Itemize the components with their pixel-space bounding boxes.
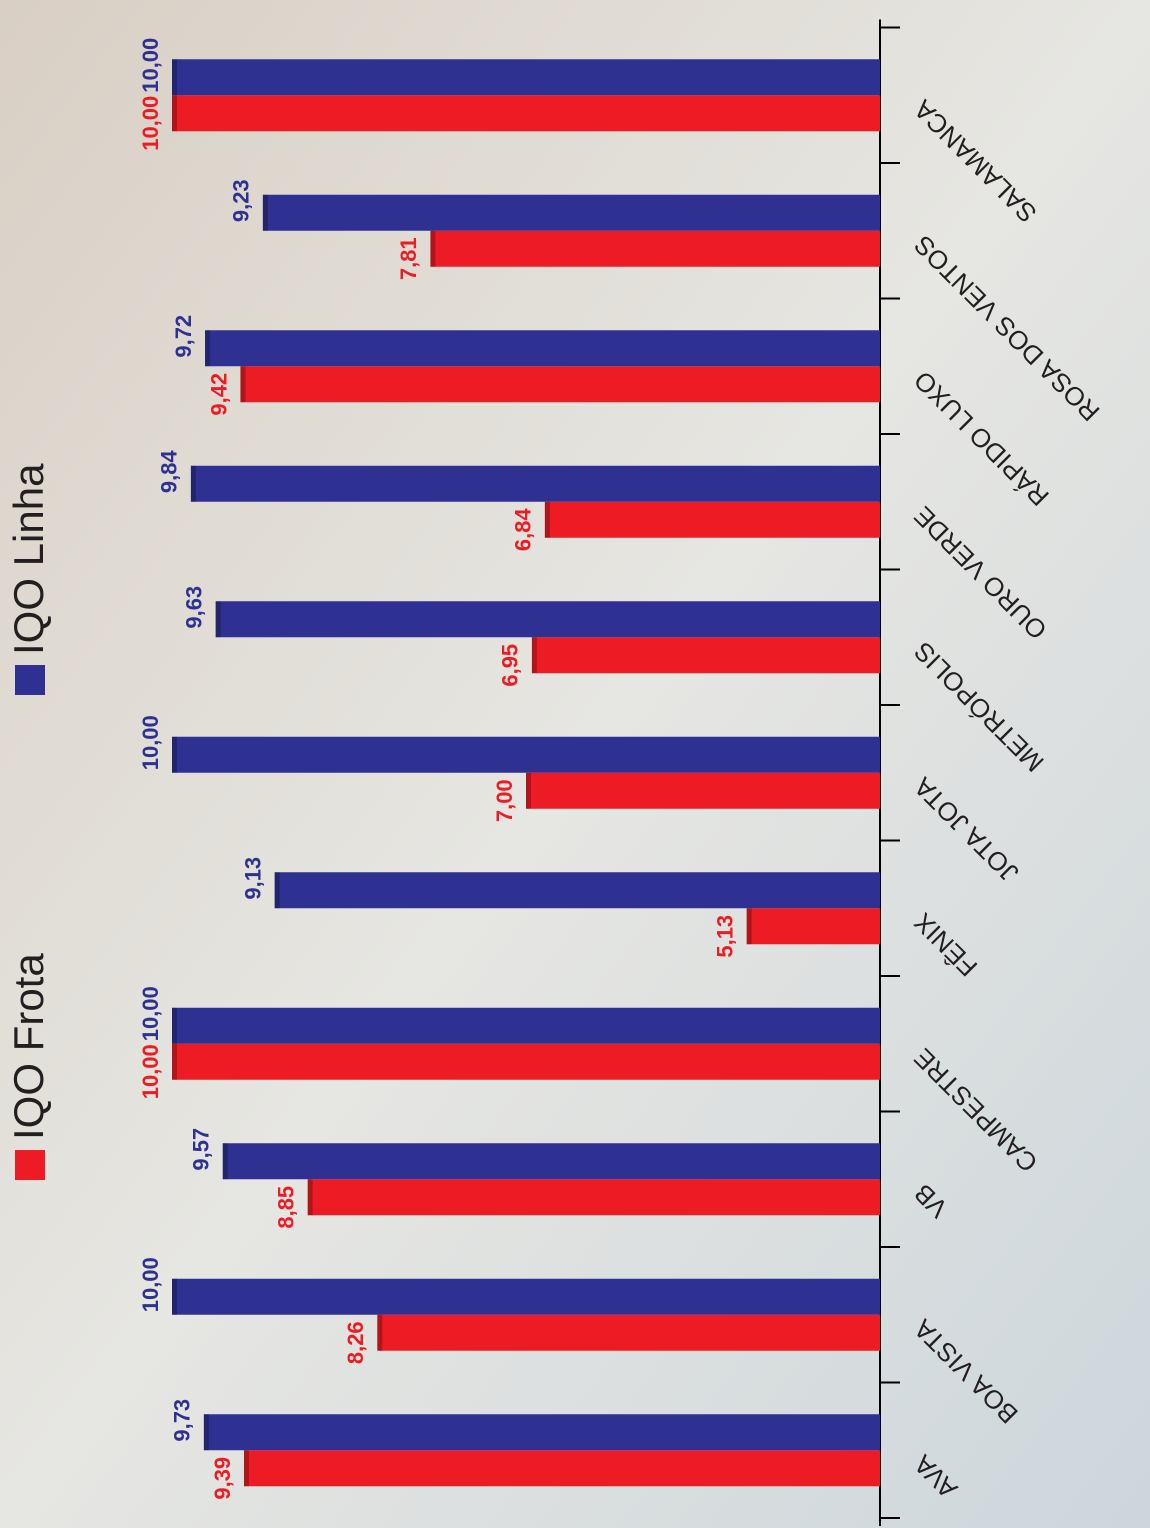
bar-edge [307,1179,313,1216]
bar-edge [240,366,246,403]
value-label: 9,39 [210,1457,235,1500]
value-label: 10,00 [138,1257,163,1312]
value-label: 6,84 [511,508,536,552]
value-label: 5,13 [712,915,737,958]
value-label: 10,00 [138,715,163,770]
bar [274,872,880,909]
bar-edge [172,1278,177,1315]
bar-edge [172,1043,177,1080]
bar-edge [172,736,177,773]
bar [172,59,880,96]
value-label: 9,63 [181,586,206,629]
bar-edge [172,95,177,132]
bar [203,1414,881,1451]
bar-edge [544,501,550,538]
bar [262,194,880,231]
value-label: 9,57 [189,1128,214,1171]
bar [172,1007,880,1044]
bar [531,637,880,674]
bar [377,1314,880,1351]
bar [190,465,880,502]
value-label: 6,95 [498,644,523,687]
bar [172,95,880,132]
value-label: 8,85 [274,1186,299,1229]
bar-edge [746,908,752,945]
bar-edge [377,1314,383,1351]
bar [240,366,880,403]
value-label: 9,84 [157,450,182,494]
legend-label: IQO Linha [5,463,52,655]
bar [172,736,880,773]
bar [526,772,880,809]
bar-edge [274,872,280,909]
bar [544,501,880,538]
value-label: 7,00 [492,779,517,822]
bar [307,1179,880,1216]
bar-edge [190,465,196,502]
bar [430,230,880,267]
legend-label: IQO Frota [5,953,52,1140]
bar [243,1450,881,1487]
bar [172,1278,880,1315]
bar-edge [262,194,268,231]
value-label: 7,81 [396,237,421,280]
value-label: 10,00 [138,986,163,1041]
value-label: 10,00 [138,96,163,151]
bar-edge [172,1007,177,1044]
bar-edge [430,230,436,267]
value-label: 9,23 [229,179,254,222]
bar-edge [205,330,211,367]
value-label: 8,26 [343,1321,368,1364]
bar-edge [526,772,531,809]
legend-swatch [15,1150,45,1180]
legend-swatch [15,665,45,695]
value-label: 10,00 [138,38,163,93]
value-label: 9,42 [206,373,231,416]
bar-edge [531,637,537,674]
value-label: 9,13 [240,857,265,900]
bar [205,330,881,367]
value-label: 10,00 [138,1044,163,1099]
bar-edge [243,1450,249,1487]
bar-edge [203,1414,209,1451]
bar-edge [222,1143,228,1180]
value-label: 9,72 [171,315,196,358]
bar-edge [215,601,221,638]
value-label: 9,73 [170,1399,195,1442]
bar [222,1143,881,1180]
bar-edge [172,59,177,96]
bar [746,908,880,945]
bar [172,1043,880,1080]
bar [215,601,880,638]
